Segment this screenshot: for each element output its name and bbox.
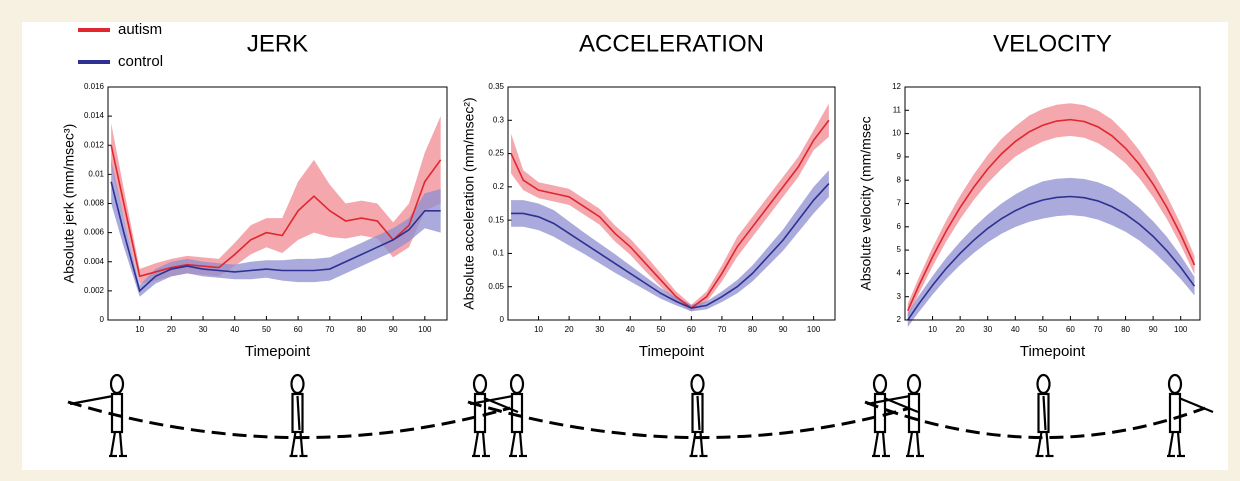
- x-tick-label: 70: [325, 325, 334, 334]
- y-tick-label: 0: [100, 315, 105, 324]
- y-tick-label: 7: [897, 199, 902, 208]
- arm: [469, 394, 514, 406]
- y-tick-label: 0.2: [493, 182, 505, 191]
- x-tick-label: 50: [262, 325, 271, 334]
- arm: [69, 394, 114, 406]
- x-tick-label: 80: [1121, 325, 1130, 334]
- stick-figures: [67, 373, 1214, 458]
- y-tick-label: 0.15: [488, 215, 504, 224]
- x-tick-label: 20: [167, 325, 176, 334]
- arm: [296, 395, 301, 431]
- x-axis-label: Timepoint: [639, 343, 705, 360]
- chart-title: ACCELERATION: [579, 30, 764, 57]
- y-tick-label: 0.35: [488, 82, 504, 91]
- error-band: [907, 103, 1195, 318]
- chart-title: VELOCITY: [993, 30, 1112, 57]
- error-band: [511, 103, 829, 312]
- x-tick-label: 70: [1094, 325, 1103, 334]
- y-tick-label: 0.25: [488, 149, 504, 158]
- x-tick-label: 20: [565, 325, 574, 334]
- trajectory: [67, 400, 511, 440]
- x-tick-label: 60: [294, 325, 303, 334]
- series-line: [511, 182, 830, 309]
- x-tick-label: 70: [717, 325, 726, 334]
- arm: [1178, 396, 1214, 414]
- series-line: [510, 119, 830, 310]
- legend-label: control: [118, 53, 163, 70]
- x-tick-label: 30: [595, 325, 604, 334]
- y-tick-label: 0.006: [84, 228, 105, 237]
- x-tick-label: 30: [983, 325, 992, 334]
- trajectory: [467, 400, 911, 440]
- x-tick-label: 40: [626, 325, 635, 334]
- y-tick-label: 9: [897, 152, 902, 161]
- y-tick-label: 8: [897, 175, 902, 184]
- x-tick-label: 100: [418, 325, 432, 334]
- y-axis-label: Absolute acceleration (mm/msec²): [461, 97, 477, 309]
- series-line: [110, 145, 442, 278]
- y-tick-label: 4: [897, 269, 902, 278]
- y-tick-label: 0: [500, 315, 505, 324]
- arm: [1042, 395, 1047, 431]
- y-tick-label: 0.01: [88, 169, 104, 178]
- error-band: [111, 116, 441, 284]
- arm: [866, 394, 911, 406]
- y-tick-label: 0.016: [84, 82, 105, 91]
- y-tick-label: 0.008: [84, 199, 105, 208]
- x-tick-label: 10: [928, 325, 937, 334]
- x-tick-label: 10: [135, 325, 144, 334]
- arm: [696, 395, 701, 431]
- y-tick-label: 10: [892, 129, 901, 138]
- x-tick-label: 20: [956, 325, 965, 334]
- x-tick-label: 60: [687, 325, 696, 334]
- y-tick-label: 3: [897, 292, 902, 301]
- plot-frame: [507, 86, 836, 321]
- x-tick-label: 80: [748, 325, 757, 334]
- series-line: [110, 181, 441, 293]
- series-line: [907, 195, 1196, 321]
- legend-label: autism: [118, 21, 162, 38]
- error-band: [111, 159, 441, 297]
- x-tick-label: 100: [807, 325, 821, 334]
- y-tick-label: 0.004: [84, 257, 105, 266]
- x-axis-label: Timepoint: [245, 343, 311, 360]
- y-tick-label: 0.05: [488, 282, 504, 291]
- y-tick-label: 12: [892, 82, 901, 91]
- y-tick-label: 0.012: [84, 140, 105, 149]
- y-axis-label: Absolute jerk (mm/msec³): [61, 124, 77, 283]
- y-axis-label: Absolute velocity (mm/msec: [858, 116, 874, 290]
- x-tick-label: 60: [1066, 325, 1075, 334]
- series-line: [907, 118, 1196, 312]
- error-band: [907, 177, 1195, 327]
- y-tick-label: 0.1: [493, 249, 505, 258]
- y-tick-label: 0.014: [84, 111, 105, 120]
- x-tick-label: 90: [779, 325, 788, 334]
- x-axis-label: Timepoint: [1020, 343, 1086, 360]
- x-tick-label: 100: [1174, 325, 1188, 334]
- x-tick-label: 80: [357, 325, 366, 334]
- x-tick-label: 40: [1011, 325, 1020, 334]
- x-tick-label: 40: [230, 325, 239, 334]
- x-tick-label: 90: [389, 325, 398, 334]
- y-tick-label: 2: [897, 315, 902, 324]
- x-tick-label: 30: [199, 325, 208, 334]
- x-tick-label: 50: [1038, 325, 1047, 334]
- x-tick-label: 10: [534, 325, 543, 334]
- y-tick-label: 11: [893, 105, 902, 114]
- y-tick-label: 0.3: [493, 115, 505, 124]
- y-tick-label: 0.002: [84, 286, 105, 295]
- plot-frame: [904, 86, 1201, 321]
- y-tick-label: 6: [897, 222, 902, 231]
- plot-frame: [107, 86, 448, 321]
- chart-title: JERK: [247, 30, 308, 57]
- x-tick-label: 90: [1149, 325, 1158, 334]
- y-tick-label: 5: [897, 245, 902, 254]
- trajectory: [864, 400, 1206, 440]
- x-tick-label: 50: [656, 325, 665, 334]
